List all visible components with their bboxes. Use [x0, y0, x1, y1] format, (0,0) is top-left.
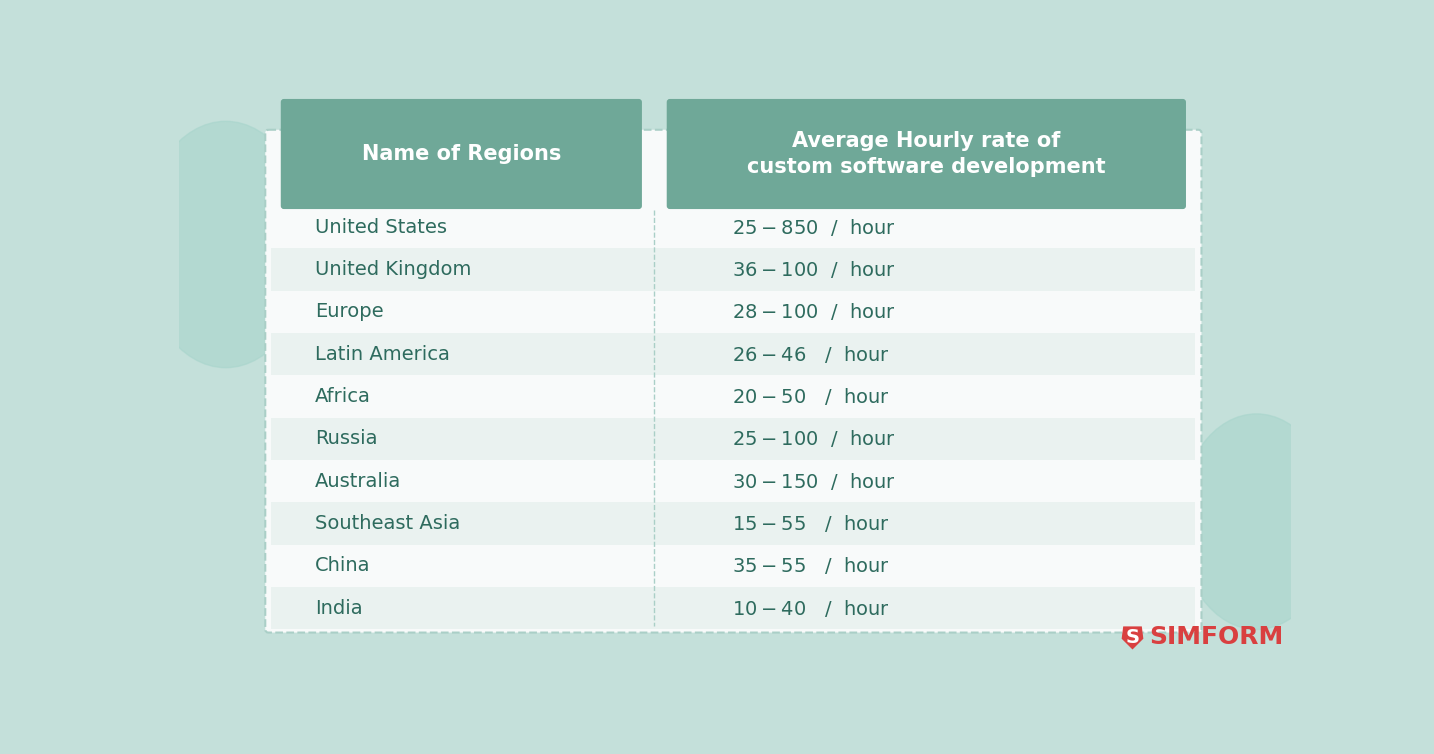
Text: $25-$850  /  hour: $25-$850 / hour — [731, 216, 896, 238]
Text: United Kingdom: United Kingdom — [315, 260, 472, 279]
Polygon shape — [1121, 627, 1143, 649]
Bar — [271, 545, 1196, 587]
Bar — [271, 502, 1196, 545]
Bar — [271, 291, 1196, 333]
Ellipse shape — [141, 121, 311, 368]
Text: Russia: Russia — [315, 430, 377, 449]
Bar — [271, 418, 1196, 460]
FancyBboxPatch shape — [281, 99, 642, 209]
Text: $15-$55   /  hour: $15-$55 / hour — [731, 513, 889, 534]
Bar — [271, 333, 1196, 375]
Ellipse shape — [1179, 414, 1334, 630]
Text: Southeast Asia: Southeast Asia — [315, 514, 460, 533]
Text: $10-$40   /  hour: $10-$40 / hour — [731, 598, 889, 619]
Text: $20-$50   /  hour: $20-$50 / hour — [731, 386, 889, 407]
Bar — [271, 248, 1196, 291]
Bar — [271, 587, 1196, 630]
Text: Europe: Europe — [315, 302, 383, 321]
Bar — [271, 375, 1196, 418]
Bar — [271, 460, 1196, 502]
FancyBboxPatch shape — [265, 130, 1202, 633]
Text: Africa: Africa — [315, 387, 371, 406]
Text: $26-$46   /  hour: $26-$46 / hour — [731, 344, 889, 365]
Text: Name of Regions: Name of Regions — [361, 144, 561, 164]
Bar — [271, 206, 1196, 248]
Text: China: China — [315, 556, 370, 575]
Text: Latin America: Latin America — [315, 345, 450, 363]
Text: S: S — [1126, 628, 1140, 648]
Text: Australia: Australia — [315, 472, 402, 491]
Text: India: India — [315, 599, 363, 618]
Text: $36-$100  /  hour: $36-$100 / hour — [731, 259, 896, 280]
Text: $35-$55   /  hour: $35-$55 / hour — [731, 556, 889, 577]
Text: United States: United States — [315, 218, 447, 237]
FancyBboxPatch shape — [667, 99, 1186, 209]
Text: $25-$100  /  hour: $25-$100 / hour — [731, 428, 896, 449]
Text: Average Hourly rate of
custom software development: Average Hourly rate of custom software d… — [747, 130, 1106, 177]
Text: SIMFORM: SIMFORM — [1150, 625, 1283, 649]
Text: $28-$100  /  hour: $28-$100 / hour — [731, 302, 896, 323]
Text: $30-$150  /  hour: $30-$150 / hour — [731, 470, 896, 492]
